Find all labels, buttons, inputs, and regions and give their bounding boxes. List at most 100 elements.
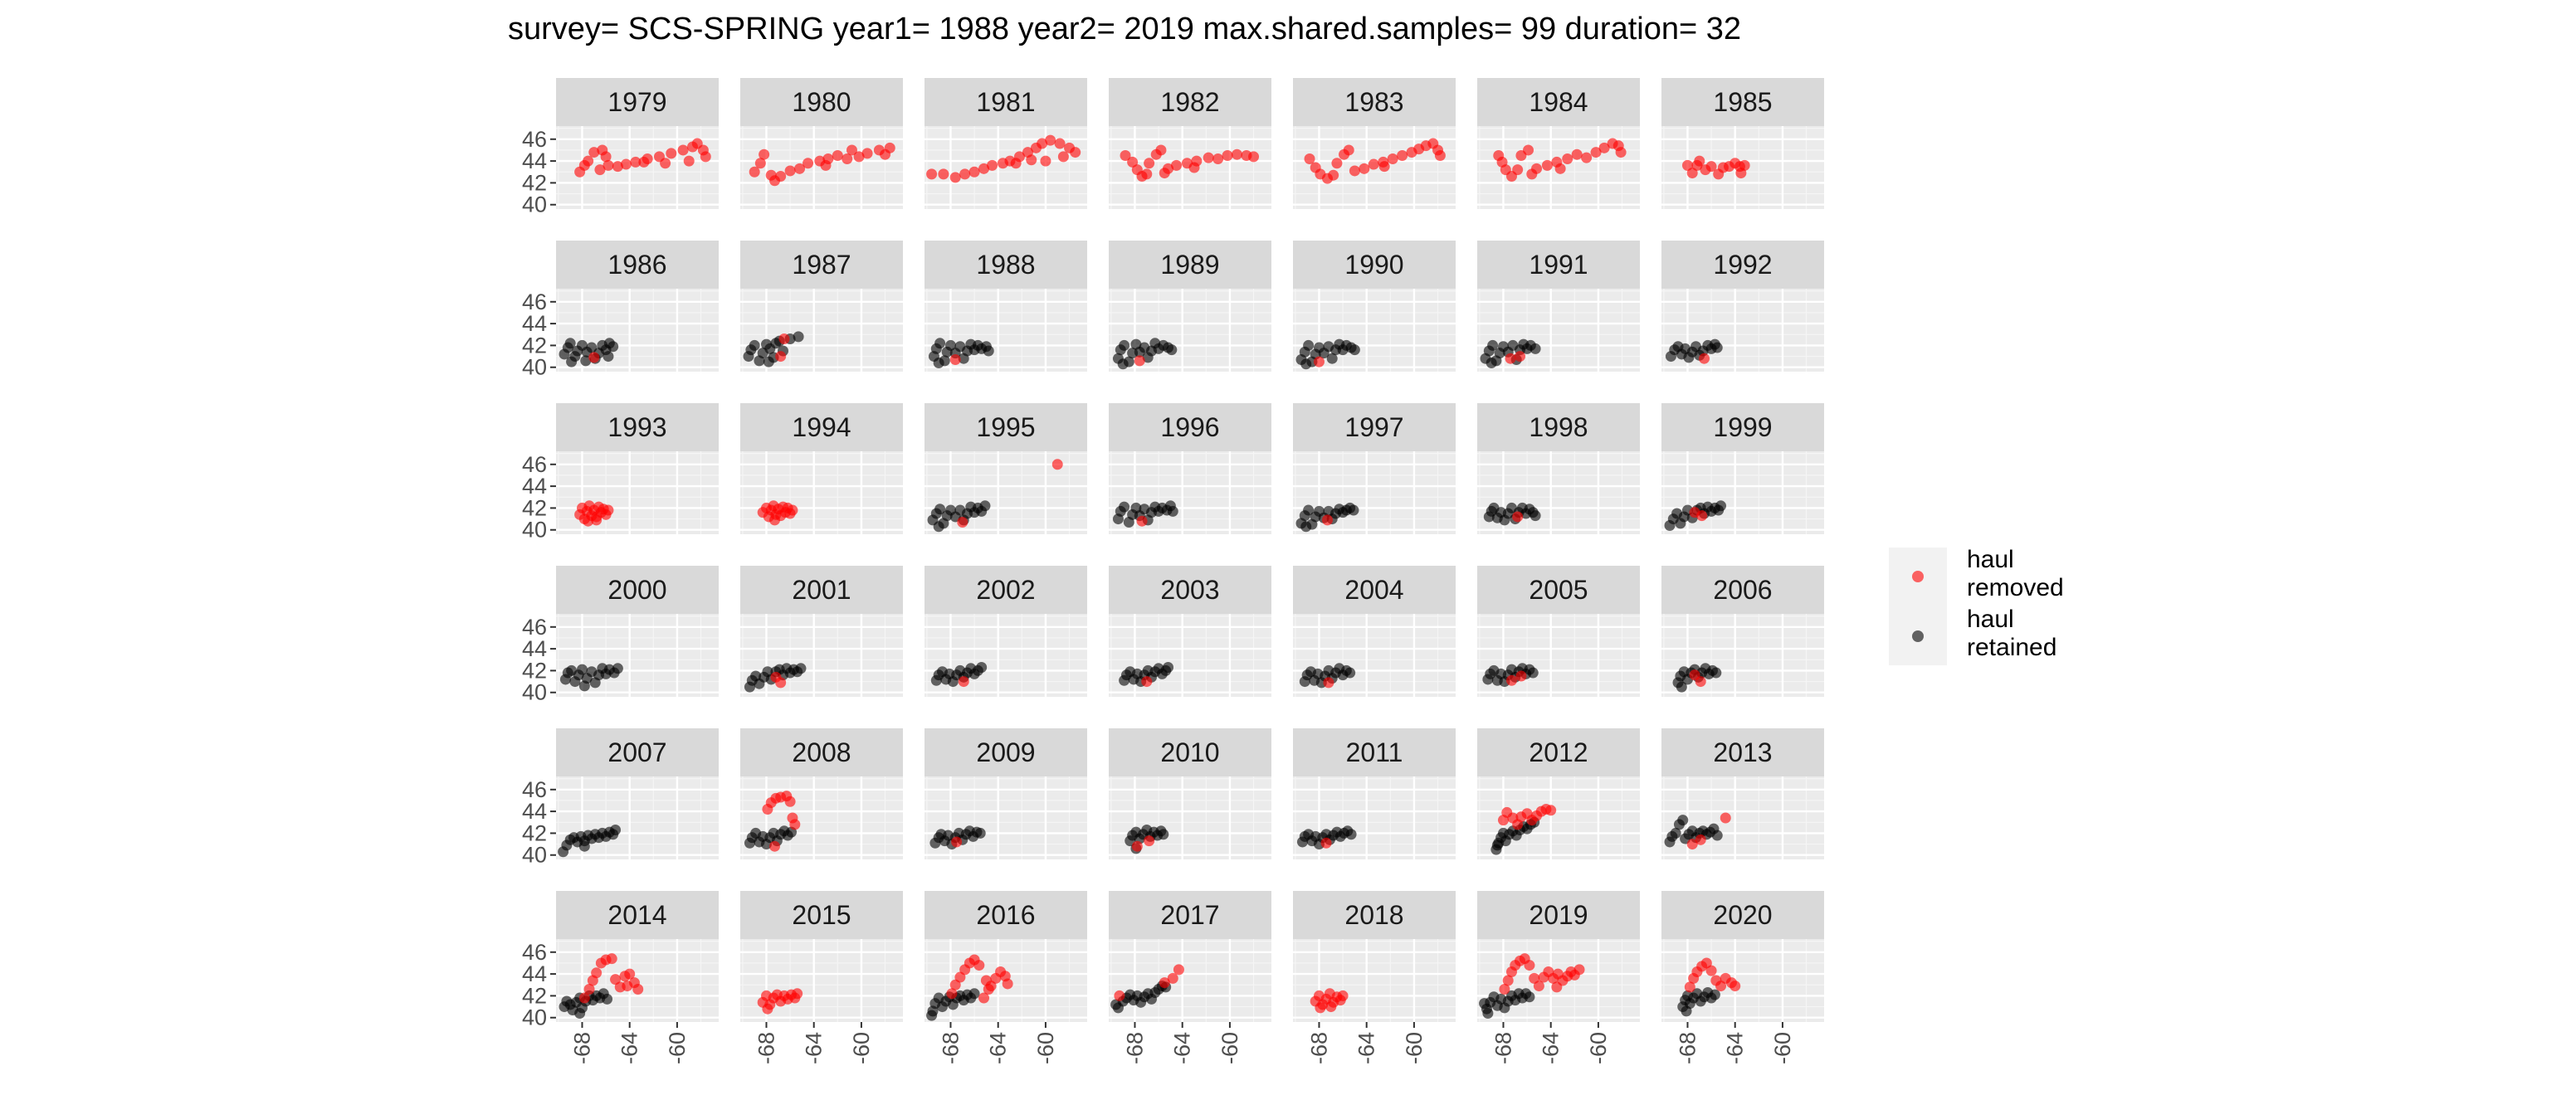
point-retained xyxy=(934,338,946,349)
facet-strip-label: 2010 xyxy=(1160,737,1219,767)
y-tick-label: 42 xyxy=(522,820,547,845)
point-retained xyxy=(1711,830,1723,841)
facet-strip xyxy=(1293,241,1456,289)
facet-panel: 1994 xyxy=(740,403,903,534)
point-removed xyxy=(1051,459,1063,470)
point-removed xyxy=(1545,805,1557,816)
point-retained xyxy=(1117,358,1129,370)
point-removed xyxy=(1171,159,1183,171)
facet-strip xyxy=(556,566,719,614)
point-removed xyxy=(784,796,796,807)
point-removed xyxy=(600,151,612,163)
facet-strip xyxy=(1477,78,1640,126)
point-removed xyxy=(1134,355,1145,367)
facet-panel: 2001 xyxy=(740,566,903,697)
x-tick-label: -64 xyxy=(1354,1032,1379,1064)
facet-strip xyxy=(1477,891,1640,939)
point-retained xyxy=(763,356,774,367)
x-tick-label: -60 xyxy=(1217,1032,1242,1064)
facet-strip xyxy=(1661,891,1824,939)
point-removed xyxy=(1010,158,1022,169)
facet-strip xyxy=(925,241,1087,289)
point-retained xyxy=(1681,1005,1692,1017)
point-removed xyxy=(951,836,963,848)
point-removed xyxy=(666,148,677,159)
point-removed xyxy=(926,168,938,180)
point-removed xyxy=(624,968,636,980)
y-tick-label: 42 xyxy=(522,333,547,358)
facet-panel: 1980 xyxy=(740,78,903,209)
facet-strip xyxy=(1293,728,1456,776)
point-retained xyxy=(574,1007,586,1019)
facet-strip xyxy=(1293,403,1456,451)
facet-panel: 1983 xyxy=(1293,78,1456,209)
point-removed xyxy=(588,352,600,363)
facet-strip xyxy=(1477,241,1640,289)
point-retained xyxy=(926,1010,938,1021)
facet-panel: 2017 xyxy=(1109,891,1271,1022)
point-removed xyxy=(1331,158,1343,169)
point-removed xyxy=(768,514,780,526)
facet-strip xyxy=(556,728,719,776)
point-removed xyxy=(949,172,961,183)
point-removed xyxy=(1320,837,1332,849)
point-removed xyxy=(612,161,623,173)
point-removed xyxy=(1040,155,1051,167)
facet-strip xyxy=(740,78,903,126)
point-removed xyxy=(1144,835,1155,847)
point-retained xyxy=(934,504,946,515)
point-retained xyxy=(793,331,804,343)
point-retained xyxy=(1345,829,1357,840)
point-retained xyxy=(1344,667,1356,679)
facet-panel: 2012 xyxy=(1477,728,1640,859)
point-removed xyxy=(789,819,801,830)
point-removed xyxy=(1045,134,1056,146)
facet-strip-label: 2003 xyxy=(1160,575,1219,605)
facet-panel: 2010 xyxy=(1109,728,1271,859)
y-tick-label: 44 xyxy=(522,799,547,824)
point-removed xyxy=(1573,964,1585,976)
legend-label: haul xyxy=(1967,606,2014,633)
point-removed xyxy=(1387,153,1398,164)
facet-strip xyxy=(1661,728,1824,776)
facet-strip-label: 1997 xyxy=(1344,412,1403,442)
facet-panel: 2020 xyxy=(1661,891,1824,1022)
point-removed xyxy=(938,168,949,180)
point-retained xyxy=(1348,504,1359,516)
facet-panel: 2003 xyxy=(1109,566,1271,697)
point-removed xyxy=(1699,353,1710,364)
chart-title: survey= SCS-SPRING year1= 1988 year2= 20… xyxy=(508,12,1742,46)
x-tick-label: -68 xyxy=(1122,1032,1147,1064)
point-removed xyxy=(583,515,594,527)
facet-strip xyxy=(925,403,1087,451)
facet-panel: 1987 xyxy=(740,241,903,372)
facet-strip xyxy=(1477,566,1640,614)
point-removed xyxy=(1159,168,1170,179)
x-tick-label: -68 xyxy=(569,1032,594,1064)
facet-strip-label: 2001 xyxy=(792,575,851,605)
x-tick-label: -60 xyxy=(1402,1032,1427,1064)
point-removed xyxy=(853,151,865,163)
point-retained xyxy=(602,993,613,1005)
facet-strip xyxy=(740,241,903,289)
point-removed xyxy=(1159,977,1170,989)
facet-strip-label: 2012 xyxy=(1529,737,1588,767)
facet-strip xyxy=(740,728,903,776)
y-tick-label: 40 xyxy=(522,1005,547,1030)
point-removed xyxy=(1173,964,1184,976)
facet-strip-label: 1979 xyxy=(607,87,666,117)
point-removed xyxy=(1499,984,1510,995)
point-removed xyxy=(1541,159,1553,171)
point-retained xyxy=(580,355,592,367)
facet-strip xyxy=(556,891,719,939)
point-retained xyxy=(1524,991,1535,1003)
point-removed xyxy=(1114,990,1125,1001)
x-tick-label: -64 xyxy=(1170,1032,1195,1064)
point-retained xyxy=(1709,989,1720,1000)
point-retained xyxy=(1491,840,1503,851)
facet-strip xyxy=(1109,78,1271,126)
facet-strip-label: 1985 xyxy=(1713,87,1772,117)
facet-panel: 2005 xyxy=(1477,566,1640,697)
